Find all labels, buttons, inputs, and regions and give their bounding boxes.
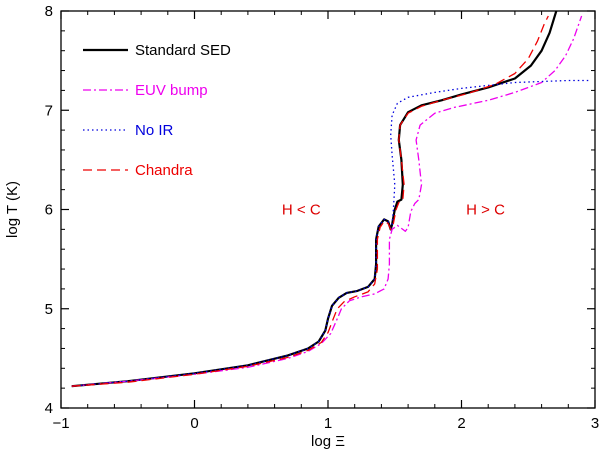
x-tick-label: 1 (324, 415, 332, 432)
y-tick-label: 6 (45, 202, 53, 219)
legend: Standard SED EUV bump No IR Chandra (83, 42, 231, 179)
legend-label: EUV bump (135, 82, 208, 99)
region-annotation: H < C (282, 202, 321, 219)
series-line-chandra (71, 15, 549, 387)
legend-label: Standard SED (135, 42, 231, 59)
legend-label: Chandra (135, 162, 193, 179)
series-line-standard-sed (71, 11, 558, 388)
x-tick-label: 3 (591, 415, 599, 432)
x-axis-label: log Ξ (311, 433, 345, 450)
y-tick-label: 8 (45, 3, 53, 20)
series-line-euv-bump (71, 15, 583, 387)
y-axis-label: log T (K) (4, 181, 21, 238)
x-tick-label: −1 (52, 415, 69, 432)
legend-label: No IR (135, 122, 174, 139)
y-tick-label: 7 (45, 102, 53, 119)
plot-frame (60, 10, 596, 409)
y-tick-label: 4 (45, 400, 53, 417)
x-tick-label: 0 (190, 415, 198, 432)
region-annotation: H > C (466, 202, 505, 219)
y-tick-label: 5 (45, 301, 53, 318)
x-tick-label: 2 (457, 415, 465, 432)
series-line-no-ir (71, 79, 589, 387)
